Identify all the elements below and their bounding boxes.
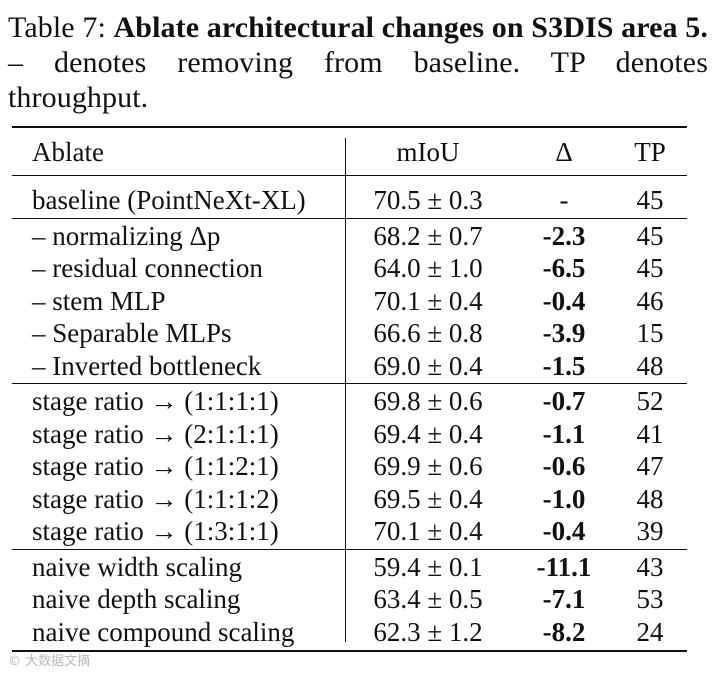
delta-cell: -0.6 — [542, 451, 586, 481]
caption-bold-text: Ablate architectural changes on S3DIS ar… — [113, 11, 708, 44]
tp-cell: 48 — [636, 350, 664, 381]
group-rule — [12, 383, 687, 384]
header-tp: TP — [634, 137, 666, 167]
header-miou: mIoU — [396, 137, 460, 167]
ablate-cell: – residual connection — [32, 253, 263, 283]
miou-cell: 68.2 ± 0.7 — [373, 220, 483, 251]
caption-rest: – denotes removing from baseline. TP den… — [8, 46, 708, 114]
group-rule — [12, 548, 687, 550]
tp-cell: 52 — [636, 386, 664, 416]
header-rule — [12, 175, 687, 176]
tp-cell: 53 — [636, 584, 664, 614]
ablate-cell: stage ratio → (1:3:1:1) — [32, 516, 279, 546]
column-separator — [345, 138, 346, 642]
miou-cell: 69.9 ± 0.6 — [373, 451, 483, 481]
table-row: – normalizing Δp 68.2 ± 0.7 -2.3 45 — [12, 220, 687, 252]
tp-cell: 48 — [636, 483, 664, 514]
table-row: stage ratio → (2:1:1:1) 69.4 ± 0.4 -1.1 41 — [12, 418, 687, 450]
delta-cell: -8.2 — [542, 616, 586, 647]
table-caption: Table 7: Ablate architectural changes on… — [8, 10, 708, 115]
miou-cell: 69.5 ± 0.4 — [373, 483, 483, 514]
table-row: – residual connection 64.0 ± 1.0 -6.5 45 — [12, 252, 687, 284]
table-row: – stem MLP 70.1 ± 0.4 -0.4 46 — [12, 285, 687, 317]
miou-cell: 70.5 ± 0.3 — [373, 185, 483, 215]
tp-cell: 45 — [636, 253, 664, 283]
tp-cell: 45 — [636, 220, 664, 251]
miou-cell: 62.3 ± 1.2 — [373, 616, 483, 647]
ablate-cell: baseline (PointNeXt-XL) — [32, 185, 306, 215]
ablate-cell: naive compound scaling — [32, 616, 295, 647]
ablate-cell: stage ratio → (1:1:1:1) — [32, 386, 279, 416]
delta-cell: -11.1 — [536, 551, 592, 582]
delta-cell: -7.1 — [542, 584, 586, 614]
miou-cell: 64.0 ± 1.0 — [373, 253, 483, 283]
caption-label: Table 7: — [8, 11, 106, 44]
tp-cell: 24 — [636, 616, 664, 647]
delta-cell: -2.3 — [542, 220, 586, 251]
delta-cell: -1.0 — [542, 483, 586, 514]
table-row: stage ratio → (1:3:1:1) 70.1 ± 0.4 -0.4 39 — [12, 515, 687, 547]
delta-cell: -0.4 — [542, 285, 586, 316]
table-row: stage ratio → (1:1:1:1) 69.8 ± 0.6 -0.7 52 — [12, 385, 687, 417]
miou-cell: 63.4 ± 0.5 — [373, 584, 483, 614]
tp-cell: 46 — [636, 285, 664, 316]
table-row: – Inverted bottleneck 69.0 ± 0.4 -1.5 48 — [12, 350, 687, 382]
top-rule — [12, 126, 687, 128]
delta-cell: -1.5 — [542, 350, 586, 381]
table-row: naive compound scaling 62.3 ± 1.2 -8.2 24 — [12, 616, 687, 648]
miou-cell: 59.4 ± 0.1 — [373, 551, 483, 582]
tp-cell: 41 — [636, 418, 664, 449]
table-header-row: Ablate mIoU Δ TP — [12, 136, 687, 168]
tp-cell: 45 — [636, 185, 664, 215]
ablate-cell: – normalizing Δp — [32, 220, 221, 251]
tp-cell: 15 — [636, 318, 664, 348]
ablate-cell: stage ratio → (2:1:1:1) — [32, 418, 279, 449]
table-row: baseline (PointNeXt-XL) 70.5 ± 0.3 - 45 — [12, 184, 687, 216]
header-delta: Δ — [555, 137, 573, 167]
delta-cell: -6.5 — [542, 253, 586, 283]
delta-cell: -3.9 — [542, 318, 586, 348]
group-rule — [12, 217, 687, 219]
ablate-cell: – stem MLP — [32, 285, 166, 316]
bottom-rule — [12, 650, 687, 652]
tp-cell: 47 — [636, 451, 664, 481]
header-ablate: Ablate — [32, 137, 104, 167]
miou-cell: 70.1 ± 0.4 — [373, 516, 483, 546]
ablate-cell: – Separable MLPs — [32, 318, 232, 348]
miou-cell: 69.0 ± 0.4 — [373, 350, 483, 381]
tp-cell: 43 — [636, 551, 664, 582]
ablate-cell: naive width scaling — [32, 551, 242, 582]
tp-cell: 39 — [636, 516, 664, 546]
delta-cell: -0.4 — [542, 516, 586, 546]
miou-cell: 69.8 ± 0.6 — [373, 386, 483, 416]
miou-cell: 70.1 ± 0.4 — [373, 285, 483, 316]
ablate-cell: stage ratio → (1:1:1:2) — [32, 483, 279, 514]
delta-cell: - — [559, 185, 569, 215]
table-row: stage ratio → (1:1:2:1) 69.9 ± 0.6 -0.6 47 — [12, 450, 687, 482]
ablate-cell: stage ratio → (1:1:2:1) — [32, 451, 279, 481]
table-row: naive depth scaling 63.4 ± 0.5 -7.1 53 — [12, 583, 687, 615]
delta-cell: -1.1 — [542, 418, 586, 449]
miou-cell: 69.4 ± 0.4 — [373, 418, 483, 449]
delta-cell: -0.7 — [542, 386, 586, 416]
watermark: © 大数据文摘 — [8, 654, 91, 669]
table-row: – Separable MLPs 66.6 ± 0.8 -3.9 15 — [12, 317, 687, 349]
ablate-cell: naive depth scaling — [32, 584, 241, 614]
ablate-cell: – Inverted bottleneck — [32, 350, 262, 381]
table-row: stage ratio → (1:1:1:2) 69.5 ± 0.4 -1.0 48 — [12, 483, 687, 515]
table-row: naive width scaling 59.4 ± 0.1 -11.1 43 — [12, 551, 687, 583]
miou-cell: 66.6 ± 0.8 — [373, 318, 483, 348]
